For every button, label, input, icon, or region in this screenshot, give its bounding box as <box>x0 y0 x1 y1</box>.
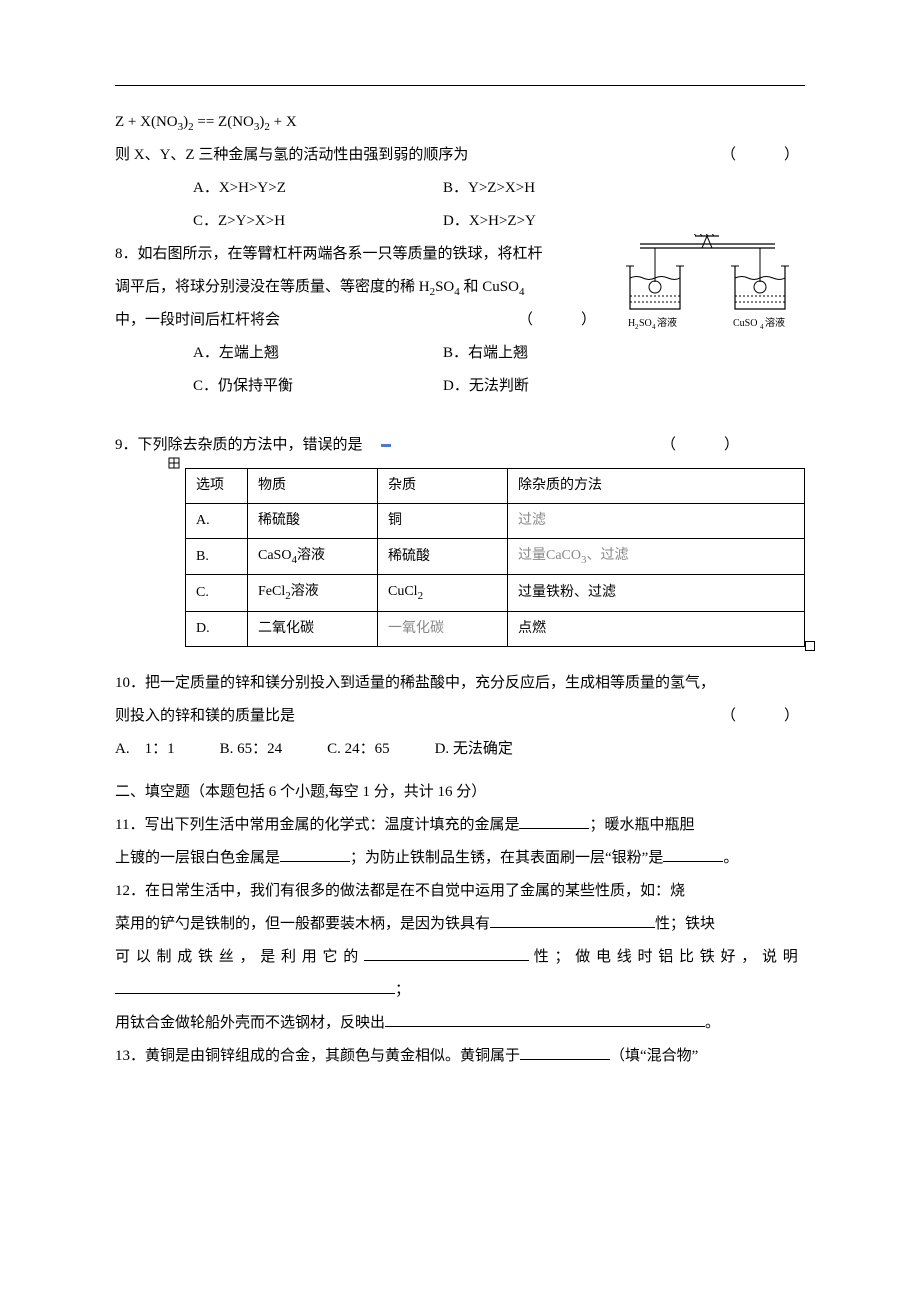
table-cell: CaSO4溶液 <box>248 538 378 574</box>
table-row: B.CaSO4溶液稀硫酸过量CaCO3、过滤 <box>186 538 805 574</box>
page: Z + X(NO3)2 == Z(NO3)2 + X 则 X、Y、Z 三种金属与… <box>0 0 920 1302</box>
blank[interactable] <box>280 861 350 862</box>
q8-line2: 调平后，将球分别浸没在等质量、等密度的稀 H2SO4 和 CuSO4 <box>115 271 602 304</box>
q8-row-2: C．仍保持平衡 D．无法判断 <box>193 370 602 403</box>
table-cell: 过量CaCO3、过滤 <box>508 538 805 574</box>
q8-opt-b[interactable]: B．右端上翘 <box>443 337 528 370</box>
q7-row-1: A．X>H>Y>Z B．Y>Z>X>H <box>193 172 805 205</box>
q8-line3: 中，一段时间后杠杆将会 （ ） <box>115 304 602 337</box>
table-cell: 过滤 <box>508 504 805 539</box>
table-header: 选项 <box>186 469 248 504</box>
table-header: 杂质 <box>378 469 508 504</box>
spacer <box>115 647 805 667</box>
q8-opt-a[interactable]: A．左端上翘 <box>193 337 443 370</box>
table-cell: 铜 <box>378 504 508 539</box>
blank[interactable] <box>385 1026 705 1027</box>
q7-opt-a[interactable]: A．X>H>Y>Z <box>193 172 443 205</box>
q12-line5: 用钛合金做轮船外壳而不选钢材，反映出。 <box>115 1007 805 1040</box>
table-header: 物质 <box>248 469 378 504</box>
q10-line2: 则投入的锌和镁的质量比是 （ ） <box>115 700 805 733</box>
section-2-title: 二、填空题（本题包括 6 个小题,每空 1 分，共计 16 分） <box>115 776 805 809</box>
q8-line1: 8．如右图所示，在等臂杠杆两端各系一只等质量的铁球，将杠杆 <box>115 238 602 271</box>
q12-line3: 可 以 制 成 铁 丝 ， 是 利 用 它 的 性 ； 做 电 线 时 铝 比 … <box>115 941 805 974</box>
top-rule <box>115 85 805 86</box>
table-row: A.稀硫酸铜过滤 <box>186 504 805 539</box>
q8-row-1: A．左端上翘 B．右端上翘 <box>193 337 602 370</box>
svg-text:溶液: 溶液 <box>765 316 785 329</box>
table-cell: 一氧化碳 <box>378 611 508 646</box>
blank[interactable] <box>115 993 395 994</box>
corner-square-icon <box>805 641 815 651</box>
svg-text:CuSO: CuSO <box>733 318 757 329</box>
table-cell: B. <box>186 538 248 574</box>
svg-text:4: 4 <box>652 323 656 331</box>
impurity-table: 选项物质杂质除杂质的方法A.稀硫酸铜过滤B.CaSO4溶液稀硫酸过量CaCO3、… <box>185 468 805 646</box>
q9-stem: 9．下列除去杂质的方法中，错误的是 （ ） <box>115 429 805 462</box>
q10-opts[interactable]: A. 1：1 B. 65：24 C. 24：65 D. 无法确定 <box>115 733 805 766</box>
answer-paren[interactable]: （ ） <box>721 139 805 172</box>
q11-line1: 11．写出下列生活中常用金属的化学式：温度计填充的金属是；暖水瓶中瓶胆 <box>115 809 805 842</box>
table-header: 除杂质的方法 <box>508 469 805 504</box>
q12-line2: 菜用的铲勺是铁制的，但一般都要装木柄，是因为铁具有性；铁块 <box>115 908 805 941</box>
blank[interactable] <box>520 1059 610 1060</box>
table-cell: A. <box>186 504 248 539</box>
table-cell: 二氧化碳 <box>248 611 378 646</box>
answer-paren[interactable]: （ ） <box>661 429 745 462</box>
q8-block: 8．如右图所示，在等臂杠杆两端各系一只等质量的铁球，将杠杆 调平后，将球分别浸没… <box>115 238 805 403</box>
blank[interactable] <box>490 927 655 928</box>
table-cell: C. <box>186 575 248 611</box>
q12-line1: 12．在日常生活中，我们有很多的做法都是在不自觉中运用了金属的某些性质，如：烧 <box>115 875 805 908</box>
q8-opt-d[interactable]: D．无法判断 <box>443 370 529 403</box>
q8-text: 8．如右图所示，在等臂杠杆两端各系一只等质量的铁球，将杠杆 调平后，将球分别浸没… <box>115 238 602 403</box>
q13-line1: 13．黄铜是由铜锌组成的合金，其颜色与黄金相似。黄铜属于（填“混合物” <box>115 1040 805 1073</box>
spacer <box>115 403 805 429</box>
equation-line: Z + X(NO3)2 == Z(NO3)2 + X <box>115 106 805 139</box>
q12-line4: ； <box>115 974 805 1007</box>
q7-opt-b[interactable]: B．Y>Z>X>H <box>443 172 535 205</box>
blank[interactable] <box>519 828 589 829</box>
q11-line2: 上镀的一层银白色金属是；为防止铁制品生锈，在其表面刷一层“银粉”是。 <box>115 842 805 875</box>
answer-paren[interactable]: （ ） <box>721 700 805 733</box>
svg-text:4: 4 <box>760 323 764 331</box>
table-cell: D. <box>186 611 248 646</box>
table-cell: FeCl2溶液 <box>248 575 378 611</box>
table-row: C.FeCl2溶液CuCl2过量铁粉、过滤 <box>186 575 805 611</box>
svg-text:SO: SO <box>639 318 652 329</box>
q8-opt-c[interactable]: C．仍保持平衡 <box>193 370 443 403</box>
beaker-figure: H 2 SO 4 溶液 CuSO 4 溶液 <box>610 234 805 334</box>
q7-opt-d[interactable]: D．X>H>Z>Y <box>443 205 536 238</box>
table-cell: 稀硫酸 <box>378 538 508 574</box>
answer-paren[interactable]: （ ） <box>518 304 602 337</box>
blank[interactable] <box>364 960 529 961</box>
table-cell: 过量铁粉、过滤 <box>508 575 805 611</box>
corner-marker-icon <box>167 456 183 472</box>
table-cell: 点燃 <box>508 611 805 646</box>
table-wrap: 选项物质杂质除杂质的方法A.稀硫酸铜过滤B.CaSO4溶液稀硫酸过量CaCO3、… <box>185 468 805 646</box>
blue-mark <box>381 444 391 447</box>
svg-text:溶液: 溶液 <box>657 316 677 329</box>
table-cell: 稀硫酸 <box>248 504 378 539</box>
table-cell: CuCl2 <box>378 575 508 611</box>
table-row: D.二氧化碳一氧化碳点燃 <box>186 611 805 646</box>
blank[interactable] <box>663 861 723 862</box>
q10-line1: 10．把一定质量的锌和镁分别投入到适量的稀盐酸中，充分反应后，生成相等质量的氢气… <box>115 667 805 700</box>
q7-opt-c[interactable]: C．Z>Y>X>H <box>193 205 443 238</box>
q7-stem: 则 X、Y、Z 三种金属与氢的活动性由强到弱的顺序为 （ ） <box>115 139 805 172</box>
